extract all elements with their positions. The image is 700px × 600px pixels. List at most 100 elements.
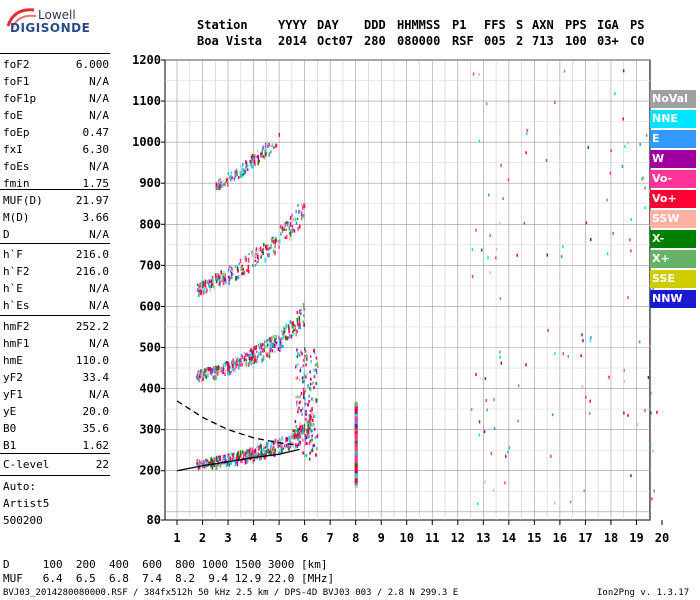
scatter-point [237,275,240,279]
param-row: MUF(D) 21.97 [3,194,109,211]
scatter-point [197,463,199,466]
scatter-point [584,395,587,399]
scatter-point [211,458,214,464]
scatter-point [304,349,307,353]
scatter-point [268,354,270,358]
y-tick-label: 200 [139,464,161,478]
scatter-point [297,434,300,437]
scatter-point [289,319,292,325]
scatter-point [271,450,274,454]
scatter-point [308,394,310,398]
legend-item-vo-minus: Vo- [650,170,696,188]
scatter-point [206,280,209,285]
scatter-point [289,438,291,442]
scatter-point [490,451,493,455]
scatter-point [300,203,303,207]
scatter-point [590,336,592,340]
scatter-point [309,370,311,374]
scatter-point [301,431,303,435]
scatter-point [205,458,208,463]
scatter-point [471,248,474,252]
scatter-point [295,221,298,226]
scatter-point [656,410,658,414]
scatter-point [295,424,297,428]
scatter-point [274,350,276,354]
param-value: N/A [89,282,109,295]
scatter-point [295,443,297,447]
scatter-point [278,241,280,246]
scatter-point [272,239,274,243]
scatter-point [251,155,254,159]
scatter-point [282,447,285,450]
scatter-point [257,155,260,161]
scatter-point [232,362,235,365]
scatter-point [306,441,308,445]
scatter-point [245,362,247,367]
scatter-point [280,449,283,454]
scatter-point [254,153,256,156]
scatter-point [285,438,287,442]
scatter-point [279,339,282,343]
scatter-point [224,275,226,279]
scatter-point [581,333,583,337]
scatter-point [485,399,488,403]
scatter-point [517,384,520,388]
scatter-point [217,463,219,466]
param-name: h`F2 [3,265,30,278]
scatter-point [609,171,612,175]
scatter-point [200,377,203,383]
scatter-point [245,165,247,168]
scatter-point [647,375,650,379]
scatter-point [216,464,219,470]
scatter-point [230,275,233,280]
scatter-point [254,448,257,453]
x-tick-label: 8 [352,531,359,545]
param-value: N/A [89,299,109,312]
scatter-point [230,460,232,465]
x-tick-label: 14 [502,531,516,545]
scatter-point [254,452,256,457]
scatter-point [274,244,276,249]
scatter-point [213,457,215,461]
profile-lines [176,400,300,472]
scatter-point [649,344,651,348]
scatter-point [285,437,288,440]
scatter-point [264,340,266,344]
scatter-point [582,339,584,343]
scatter-point [268,143,270,147]
scatter-point [218,368,221,373]
scatter-point [230,269,232,273]
y-tick-label: 900 [139,176,161,190]
scatter-point [291,321,293,324]
scatter-point [298,210,301,213]
scatter-point [296,436,299,441]
scatter-point [257,150,259,153]
scatter-point [302,429,304,433]
scatter-point [304,442,306,446]
scatter-point [567,354,570,358]
scatter-point [284,236,287,240]
scatter-point [256,251,259,256]
scatter-point [218,274,220,279]
scatter-point [261,453,264,457]
scatter-point [298,309,301,314]
scatter-point [301,424,304,429]
scatter-point [234,456,236,461]
scatter-point [219,463,222,468]
scatter-point [253,345,255,350]
scatter-point [286,437,289,442]
scatter-point [299,369,302,373]
scatter-point [264,152,267,156]
scatter-point [218,283,220,286]
scatter-point [241,272,243,276]
scatter-point [297,410,299,414]
scatter-point [237,359,239,362]
scatter-point [229,265,231,269]
scatter-point [310,377,312,381]
scatter-point [260,344,263,349]
param-name: foEs [3,160,30,173]
scatter-point [305,417,307,421]
scatter-point [273,334,275,338]
scatter-point [296,355,299,359]
scatter-point [297,362,299,366]
